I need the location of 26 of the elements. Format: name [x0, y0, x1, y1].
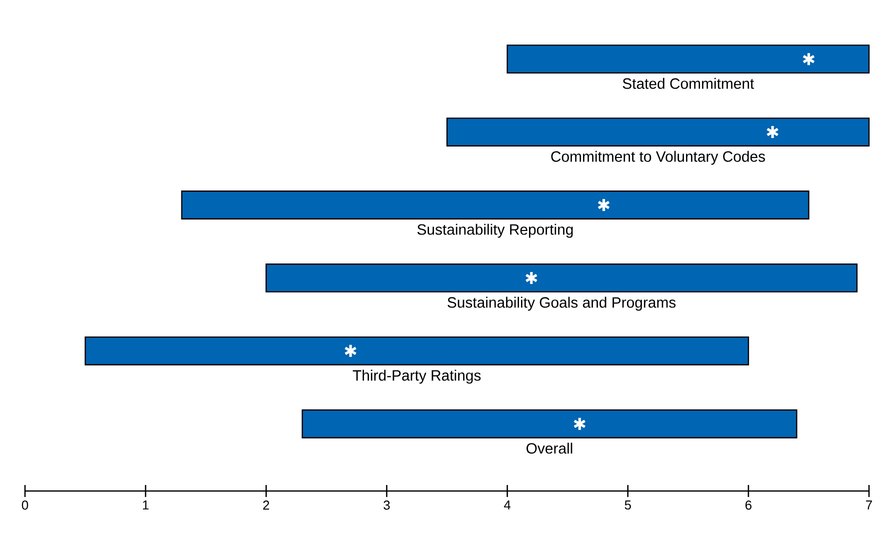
point	[524, 270, 538, 286]
x-tick-label: 2	[263, 500, 270, 510]
point	[344, 344, 358, 358]
x-tick-label: 0	[22, 500, 28, 510]
x-tick-label: 6	[745, 500, 752, 510]
y-tick-label: Stated Commitment	[622, 78, 754, 89]
bar	[84, 336, 750, 366]
y-tick-label: Overall	[526, 442, 572, 454]
y-tick-label: Third-Party Ratings	[352, 370, 481, 384]
point	[802, 52, 816, 66]
bar	[266, 263, 858, 292]
bar	[181, 190, 810, 220]
bar	[506, 44, 870, 74]
x-tick-label: 7	[866, 500, 872, 510]
bar	[302, 409, 798, 438]
point	[766, 124, 780, 140]
bar	[446, 118, 870, 146]
x-tick-label: 1	[142, 500, 149, 510]
y-tick-label: Commitment to Voluntary Codes	[551, 150, 765, 165]
x-tick-label: 3	[384, 500, 390, 510]
x-tick-label: 5	[624, 500, 631, 510]
y-tick-label: Sustainability Reporting	[417, 224, 573, 238]
x-tick-label: 4	[504, 500, 511, 510]
point	[573, 416, 586, 432]
y-tick-label: Sustainability Goals and Programs	[448, 296, 676, 311]
point	[597, 198, 610, 212]
